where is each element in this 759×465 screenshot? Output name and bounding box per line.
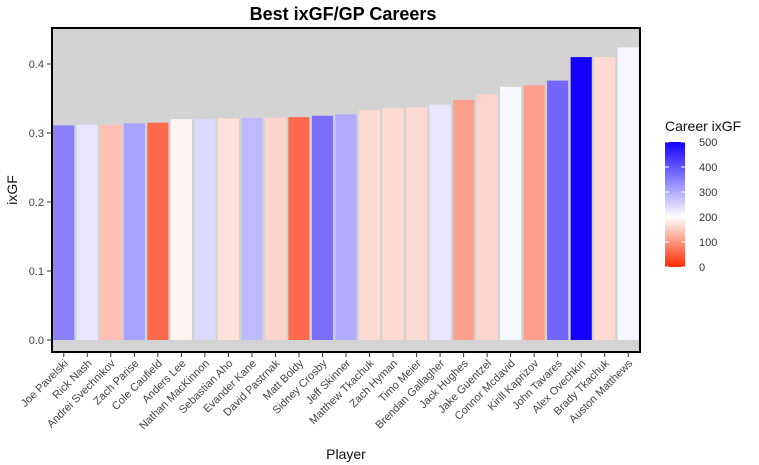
bar	[405, 107, 428, 340]
bar	[594, 57, 616, 340]
bar	[123, 123, 145, 340]
bar	[311, 115, 334, 340]
bar	[194, 119, 216, 340]
bar	[476, 94, 498, 340]
bar	[382, 108, 404, 340]
legend-tick-label: 100	[699, 237, 717, 249]
bar	[53, 125, 75, 340]
bar	[170, 119, 192, 340]
legend-colorbar	[665, 142, 685, 267]
legend-tick-label: 400	[699, 162, 717, 174]
bar	[617, 47, 639, 340]
bar	[76, 124, 98, 340]
legend-title: Career ixGF	[665, 118, 741, 134]
legend: Career ixGF 0 100 200 300 400 500	[665, 118, 741, 274]
bar	[100, 124, 122, 340]
y-axis: 0.0 0.1 0.2 0.3 0.4	[29, 59, 52, 347]
bar	[358, 110, 381, 340]
bar	[264, 117, 287, 340]
legend-tick-label: 300	[699, 187, 717, 199]
y-tick-label: 0.2	[29, 197, 44, 209]
bars-layer	[53, 47, 639, 341]
bar	[570, 57, 592, 340]
bar	[547, 80, 569, 340]
legend-tick-label: 0	[699, 262, 705, 274]
bar	[523, 85, 545, 340]
legend-tick-label: 200	[699, 212, 717, 224]
bar	[217, 118, 239, 340]
bar	[241, 117, 263, 340]
y-tick-label: 0.4	[29, 59, 44, 71]
y-tick-label: 0.1	[29, 266, 44, 278]
bar	[147, 122, 169, 341]
bar	[500, 86, 522, 341]
bar	[335, 114, 357, 341]
legend-tick-label: 500	[699, 137, 717, 149]
y-tick-label: 0.3	[29, 128, 44, 140]
y-tick-label: 0.0	[29, 335, 44, 347]
bar	[453, 99, 475, 340]
x-axis-title: Player	[326, 446, 366, 462]
chart-title: Best ixGF/GP Careers	[250, 4, 437, 24]
bar	[429, 104, 451, 341]
legend-ticks: 0 100 200 300 400 500	[665, 137, 717, 274]
y-axis-title: ixGF	[4, 175, 20, 205]
bar	[288, 117, 310, 340]
